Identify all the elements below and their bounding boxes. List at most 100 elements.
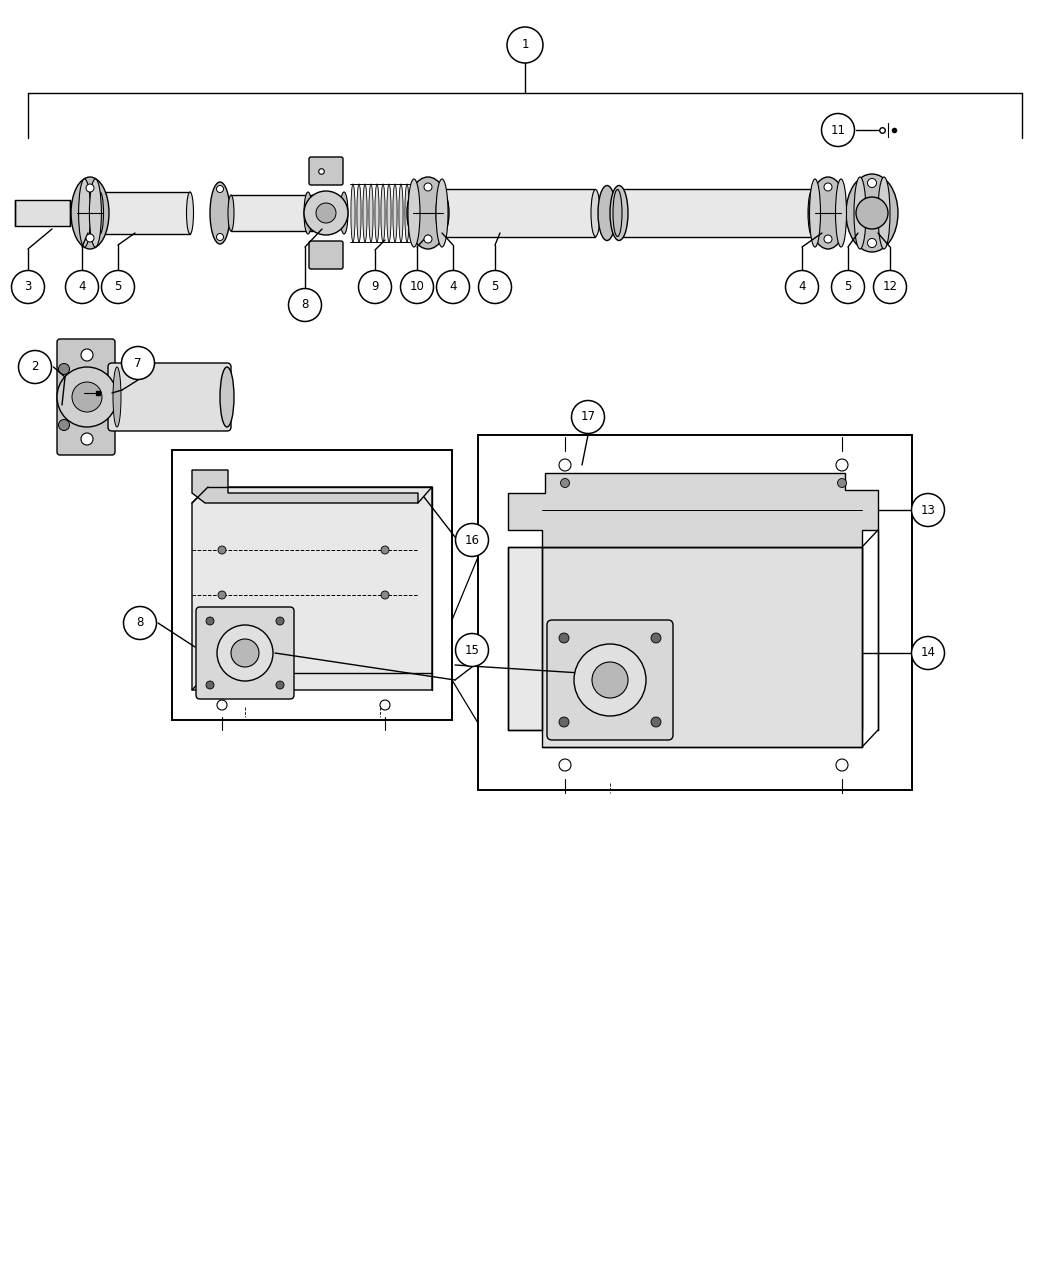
- Ellipse shape: [610, 185, 628, 241]
- Circle shape: [437, 270, 469, 303]
- Circle shape: [65, 270, 99, 303]
- Ellipse shape: [340, 193, 348, 235]
- Bar: [15, 200, 70, 226]
- Bar: [617, 190, 813, 236]
- Circle shape: [276, 617, 284, 625]
- Bar: [478, 435, 912, 790]
- Ellipse shape: [436, 190, 445, 236]
- Circle shape: [874, 270, 906, 303]
- Circle shape: [651, 717, 662, 727]
- Text: 4: 4: [79, 280, 86, 293]
- Circle shape: [206, 617, 214, 625]
- Ellipse shape: [304, 193, 312, 235]
- Circle shape: [838, 478, 846, 487]
- Circle shape: [304, 191, 348, 235]
- Ellipse shape: [363, 184, 367, 242]
- Circle shape: [651, 632, 662, 643]
- Ellipse shape: [97, 193, 104, 235]
- Circle shape: [12, 270, 44, 303]
- FancyBboxPatch shape: [309, 157, 343, 185]
- Ellipse shape: [71, 177, 109, 249]
- Circle shape: [559, 459, 571, 470]
- Ellipse shape: [591, 190, 600, 236]
- Circle shape: [206, 681, 214, 688]
- Circle shape: [559, 759, 571, 771]
- Circle shape: [832, 270, 864, 303]
- Text: 5: 5: [491, 280, 499, 293]
- FancyBboxPatch shape: [508, 547, 862, 731]
- Text: 4: 4: [449, 280, 457, 293]
- Circle shape: [216, 233, 224, 241]
- Text: 12: 12: [882, 280, 898, 293]
- Circle shape: [821, 113, 855, 147]
- Circle shape: [124, 607, 156, 640]
- Circle shape: [561, 478, 569, 487]
- Circle shape: [381, 546, 388, 555]
- Circle shape: [867, 238, 877, 247]
- Circle shape: [867, 179, 877, 187]
- Circle shape: [592, 662, 628, 697]
- Text: 8: 8: [301, 298, 309, 311]
- Ellipse shape: [808, 190, 817, 236]
- Text: 4: 4: [798, 280, 805, 293]
- Ellipse shape: [228, 195, 234, 231]
- FancyBboxPatch shape: [57, 339, 116, 455]
- Circle shape: [824, 235, 832, 244]
- Circle shape: [424, 184, 432, 191]
- Ellipse shape: [399, 184, 403, 242]
- Ellipse shape: [836, 179, 846, 247]
- Ellipse shape: [79, 179, 90, 247]
- Circle shape: [218, 546, 226, 555]
- Ellipse shape: [598, 185, 616, 241]
- Ellipse shape: [210, 182, 230, 244]
- Circle shape: [81, 349, 93, 361]
- Polygon shape: [192, 470, 418, 504]
- Ellipse shape: [854, 177, 866, 249]
- Ellipse shape: [113, 367, 121, 427]
- Circle shape: [231, 639, 259, 667]
- FancyBboxPatch shape: [547, 620, 673, 740]
- Text: 13: 13: [921, 504, 936, 516]
- Circle shape: [358, 270, 392, 303]
- Ellipse shape: [436, 179, 448, 247]
- Text: 8: 8: [136, 617, 144, 630]
- Circle shape: [456, 524, 488, 556]
- Circle shape: [86, 184, 94, 193]
- Ellipse shape: [407, 177, 449, 249]
- Text: 15: 15: [464, 644, 480, 657]
- Text: 5: 5: [114, 280, 122, 293]
- Circle shape: [571, 400, 605, 434]
- Circle shape: [456, 634, 488, 667]
- Text: 3: 3: [24, 280, 32, 293]
- Bar: [231, 195, 313, 231]
- Circle shape: [81, 434, 93, 445]
- Circle shape: [380, 700, 390, 710]
- Circle shape: [19, 351, 51, 384]
- Ellipse shape: [405, 184, 410, 242]
- Ellipse shape: [357, 184, 361, 242]
- Circle shape: [574, 644, 646, 717]
- Bar: [172, 450, 452, 720]
- Circle shape: [218, 592, 226, 599]
- Ellipse shape: [846, 173, 898, 252]
- Ellipse shape: [878, 177, 890, 249]
- Ellipse shape: [375, 184, 379, 242]
- Circle shape: [59, 419, 69, 431]
- Circle shape: [276, 681, 284, 688]
- Ellipse shape: [408, 179, 420, 247]
- Ellipse shape: [351, 184, 355, 242]
- Ellipse shape: [369, 184, 373, 242]
- Circle shape: [479, 270, 511, 303]
- Ellipse shape: [310, 195, 316, 231]
- Text: 9: 9: [372, 280, 379, 293]
- Circle shape: [86, 235, 94, 242]
- Text: 14: 14: [921, 646, 936, 659]
- Circle shape: [785, 270, 819, 303]
- Circle shape: [289, 288, 321, 321]
- Bar: [441, 190, 595, 236]
- Circle shape: [122, 347, 154, 380]
- Polygon shape: [192, 487, 432, 690]
- FancyBboxPatch shape: [108, 363, 231, 431]
- Ellipse shape: [810, 179, 820, 247]
- Text: 17: 17: [581, 411, 595, 423]
